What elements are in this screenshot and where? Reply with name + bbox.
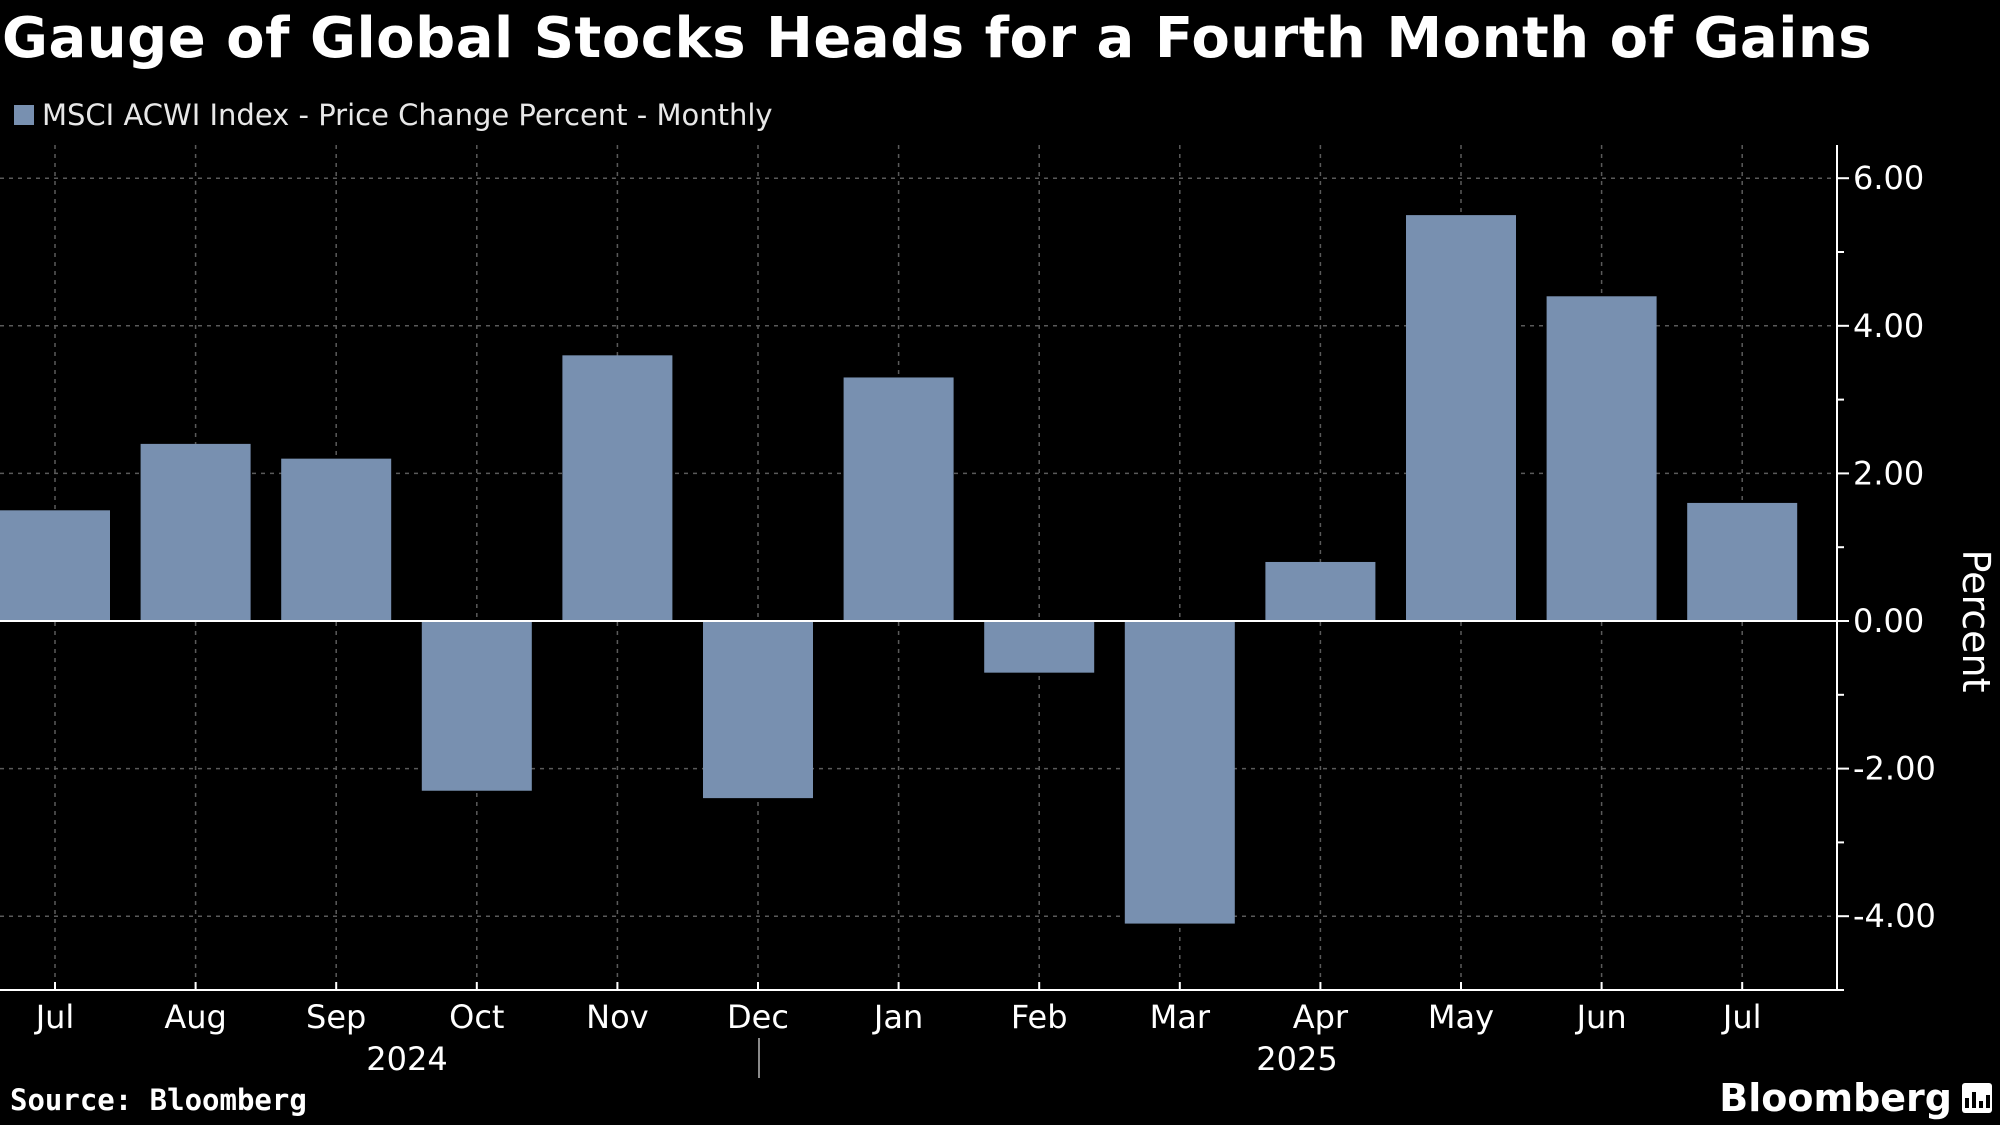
x-tick-label-4: Nov	[586, 998, 648, 1036]
bar-5	[703, 621, 813, 799]
year-label-2025: 2025	[1256, 1040, 1337, 1078]
bar-6	[843, 377, 954, 622]
x-tick-label-6: Jan	[872, 998, 923, 1036]
tick-labels: 6.00 4.00 2.00 0.00 -2.00 -4.00 Percent Jul Aug S…	[34, 159, 1998, 1078]
y-tick-label-5: -4.00	[1853, 897, 1936, 935]
legend-swatch	[14, 105, 34, 125]
bloomberg-logo: Bloomberg	[1719, 1076, 1992, 1120]
x-tick-label-10: May	[1428, 998, 1494, 1036]
bar-8	[1124, 621, 1235, 924]
bar-7	[984, 621, 1095, 673]
y-tick-label-0: 6.00	[1853, 159, 1924, 197]
y-axis-title: Percent	[1954, 550, 1998, 693]
bar-11	[1546, 296, 1657, 622]
y-tick-label-4: -2.00	[1853, 750, 1936, 788]
bar-0	[0, 510, 110, 622]
y-tick-label-2: 2.00	[1853, 454, 1924, 492]
axes	[0, 145, 1849, 1078]
bars	[0, 215, 1798, 924]
bar-12	[1687, 502, 1798, 622]
chart-title: Gauge of Global Stocks Heads for a Fourt…	[2, 6, 1873, 71]
x-tick-label-3: Oct	[449, 998, 504, 1036]
bar-2	[281, 458, 392, 622]
x-tick-label-9: Apr	[1293, 998, 1349, 1036]
bar-3	[421, 621, 532, 791]
bar-4	[562, 355, 673, 622]
x-tick-label-2: Sep	[306, 998, 366, 1036]
y-tick-label-1: 4.00	[1853, 307, 1924, 345]
year-label-2024: 2024	[366, 1040, 447, 1078]
brand-name: Bloomberg	[1719, 1076, 1952, 1120]
x-tick-label-8: Mar	[1150, 998, 1211, 1036]
legend-label: MSCI ACWI Index - Price Change Percent -…	[42, 98, 773, 132]
x-tick-label-7: Feb	[1011, 998, 1068, 1036]
bloomberg-chart-icon	[1962, 1083, 1992, 1113]
legend: MSCI ACWI Index - Price Change Percent -…	[14, 98, 773, 132]
x-tick-label-11: Jun	[1575, 998, 1627, 1036]
x-tick-label-5: Dec	[727, 998, 789, 1036]
x-tick-label-1: Aug	[164, 998, 226, 1036]
bar-10	[1406, 215, 1516, 622]
x-tick-label-0: Jul	[34, 998, 75, 1036]
bar-9	[1265, 561, 1376, 622]
bar-1	[140, 443, 251, 622]
source-note: Source: Bloomberg	[10, 1083, 307, 1117]
x-tick-label-12: Jul	[1721, 998, 1762, 1036]
y-tick-label-3: 0.00	[1853, 602, 1924, 640]
